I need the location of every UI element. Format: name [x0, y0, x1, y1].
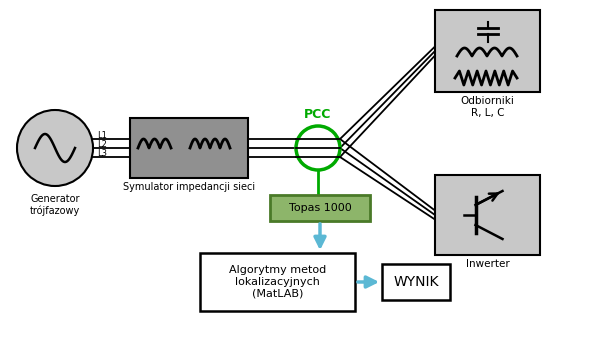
Bar — [382, 264, 450, 300]
Circle shape — [296, 126, 340, 170]
Bar — [130, 118, 248, 178]
Text: PCC: PCC — [304, 108, 331, 121]
Text: Topas 1000: Topas 1000 — [289, 203, 352, 213]
Circle shape — [17, 110, 93, 186]
Text: L3: L3 — [97, 149, 107, 158]
Text: Inwerter: Inwerter — [466, 259, 510, 269]
Text: Odbiorniki
R, L, C: Odbiorniki R, L, C — [460, 96, 514, 118]
Text: WYNIK: WYNIK — [393, 275, 439, 289]
Text: L2: L2 — [97, 140, 107, 149]
Text: L1: L1 — [97, 131, 107, 140]
Text: Symulator impedancji sieci: Symulator impedancji sieci — [123, 182, 255, 192]
Bar — [270, 195, 370, 221]
Text: Algorytmy metod
lokalizacyjnych
(MatLAB): Algorytmy metod lokalizacyjnych (MatLAB) — [229, 265, 326, 299]
Bar — [435, 175, 540, 255]
Text: Generator
trójfazowy: Generator trójfazowy — [30, 194, 80, 216]
Bar — [200, 253, 355, 311]
Bar — [435, 10, 540, 92]
